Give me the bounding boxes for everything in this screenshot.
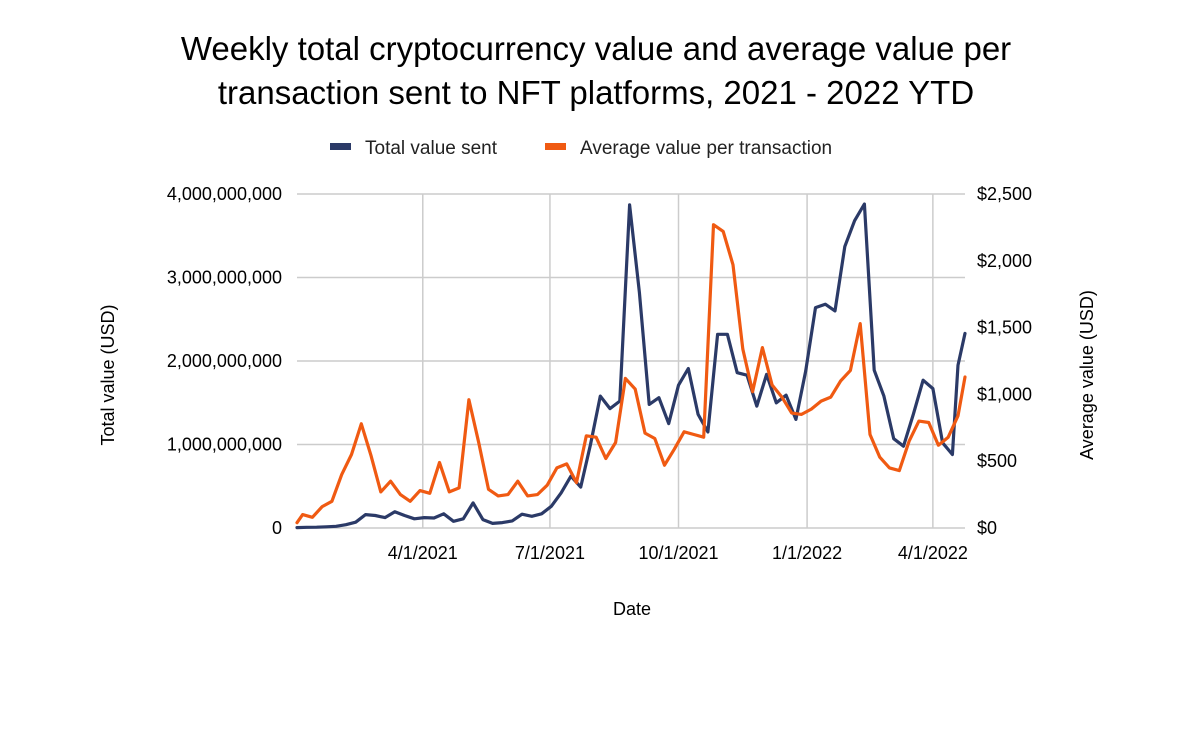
x-tick-label-1: 7/1/2021 (515, 543, 585, 563)
right-tick-label-2: $1,000 (977, 384, 1032, 404)
legend-swatch-average-value (545, 143, 566, 150)
right-axis-ticks: $0 $500 $1,000 $1,500 $2,000 $2,500 (977, 184, 1032, 538)
x-tick-label-4: 4/1/2022 (898, 543, 968, 563)
chart-title-line-1: Weekly total cryptocurrency value and av… (181, 30, 1011, 67)
x-tick-label-3: 1/1/2022 (772, 543, 842, 563)
right-axis-label: Average value (USD) (1077, 290, 1097, 460)
right-tick-label-1: $500 (977, 451, 1017, 471)
legend: Total value sent Average value per trans… (330, 138, 832, 159)
left-tick-label-3: 3,000,000,000 (167, 268, 282, 288)
right-tick-label-0: $0 (977, 518, 997, 538)
left-tick-label-0: 0 (272, 518, 282, 538)
series-line-average-value (295, 223, 967, 525)
legend-label-total-value: Total value sent (365, 138, 498, 159)
left-axis-ticks: 0 1,000,000,000 2,000,000,000 3,000,000,000… (167, 184, 282, 538)
right-tick-label-4: $2,000 (977, 251, 1032, 271)
left-tick-label-4: 4,000,000,000 (167, 184, 282, 204)
left-axis-label: Total value (USD) (98, 304, 118, 445)
horizontal-gridlines (297, 193, 965, 529)
series-line-total-value (295, 202, 967, 530)
chart-title-line-2: transaction sent to NFT platforms, 2021 … (218, 74, 974, 111)
x-tick-label-2: 10/1/2021 (638, 543, 718, 563)
right-tick-label-3: $1,500 (977, 318, 1032, 338)
legend-label-average-value: Average value per transaction (580, 138, 832, 159)
x-axis-ticks: 4/1/2021 7/1/2021 10/1/2021 1/1/2022 4/1/202… (388, 543, 968, 563)
right-tick-label-5: $2,500 (977, 184, 1032, 204)
left-tick-label-1: 1,000,000,000 (167, 435, 282, 455)
x-tick-label-0: 4/1/2021 (388, 543, 458, 563)
legend-swatch-total-value (330, 143, 351, 150)
x-axis-label: Date (613, 599, 651, 619)
left-tick-label-2: 2,000,000,000 (167, 351, 282, 371)
